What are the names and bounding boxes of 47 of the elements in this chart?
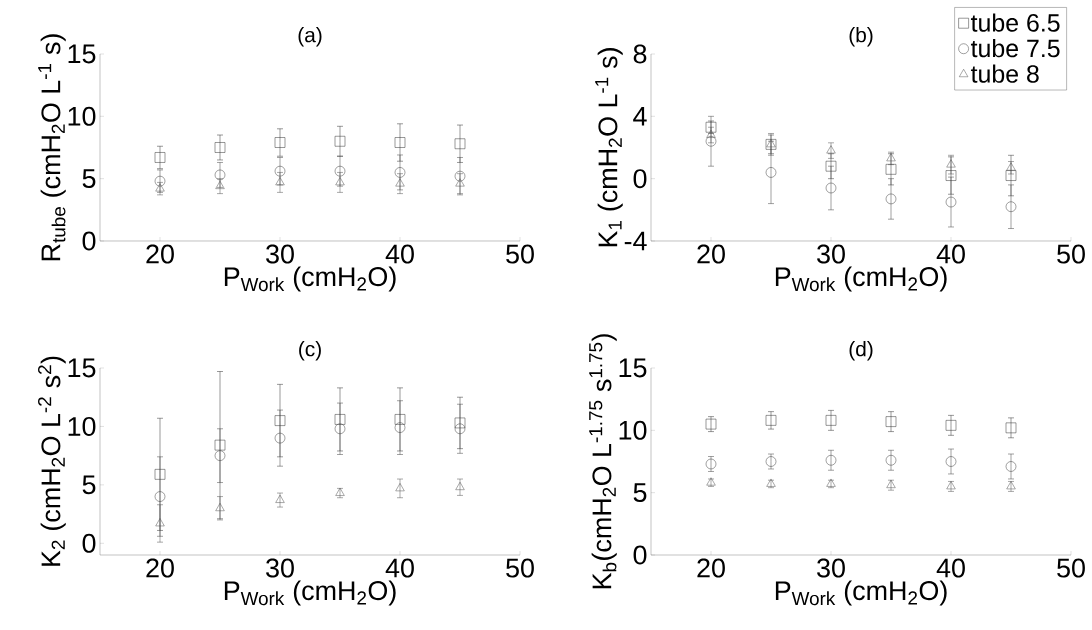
y-tick-label: 15 — [68, 358, 96, 378]
chart-title: (d) — [849, 341, 873, 361]
x-tick-label: 20 — [146, 558, 174, 578]
y-axis-title: K$_{1}$ (cmH$_{2}$O L$^{-1}$ s) — [595, 48, 623, 247]
y-tick-label: 10 — [619, 420, 647, 440]
y-axis-title: R$_{tube}$ (cmH$_{2}$O L$^{-1}$ s) — [38, 34, 66, 261]
x-tick-label: 30 — [817, 244, 845, 264]
x-tick-label: 20 — [697, 558, 725, 578]
y-tick-label: 5 — [633, 483, 647, 503]
text: K$_{b}$(cmH$_{2}$O L$^{-1.75}$ s$^{1.75}$) — [589, 334, 617, 589]
x-tick-label: 40 — [936, 244, 965, 264]
y-tick-label: 5 — [82, 169, 96, 189]
x-axis-title: P$_{Work}$ (cmH$_{2}$O) — [775, 580, 947, 606]
x-tick-label: 30 — [266, 558, 294, 578]
x-tick-label: 50 — [1057, 244, 1085, 264]
x-tick-label: 20 — [697, 244, 725, 264]
chart-title: (b) — [849, 27, 873, 47]
x-axis-title: P$_{Work}$ (cmH$_{2}$O) — [224, 266, 396, 292]
y-tick-label: 0 — [633, 169, 647, 189]
text: K$_{2}$ (cmH$_{2}$O L$^{-2}$ s$^{2}$) — [38, 356, 66, 566]
y-tick-label: 4 — [633, 107, 647, 126]
legend-label: tube 8 — [970, 64, 1039, 83]
x-tick-label: 40 — [385, 244, 414, 264]
y-tick-label: 15 — [68, 44, 96, 64]
y-tick-label: -4 — [624, 231, 647, 251]
legend-label: tube 7.5 — [970, 38, 1060, 58]
x-tick-label: 50 — [506, 558, 534, 578]
x-tick-label: 20 — [146, 244, 174, 264]
y-tick-label: 10 — [68, 416, 96, 436]
y-tick-label: 0 — [82, 533, 96, 553]
x-axis-title: P$_{Work}$ (cmH$_{2}$O) — [224, 580, 396, 606]
chart-title: (c) — [299, 341, 321, 361]
y-tick-label: 15 — [619, 358, 647, 378]
legend-label: tube 6.5 — [970, 13, 1060, 32]
y-tick-label: 5 — [82, 475, 96, 495]
x-tick-label: 40 — [385, 558, 414, 578]
x-tick-label: 50 — [506, 244, 534, 264]
y-tick-label: 0 — [633, 545, 647, 565]
x-tick-label: 30 — [817, 558, 845, 578]
x-tick-label: 30 — [266, 244, 294, 264]
y-tick-label: 8 — [633, 44, 647, 64]
y-tick-label: 0 — [82, 231, 96, 251]
y-tick-label: 10 — [68, 106, 96, 126]
x-tick-label: 50 — [1057, 558, 1085, 578]
x-tick-label: 40 — [936, 558, 965, 578]
chart-title: (a) — [298, 27, 322, 47]
x-axis-title: P$_{Work}$ (cmH$_{2}$O) — [775, 266, 947, 292]
